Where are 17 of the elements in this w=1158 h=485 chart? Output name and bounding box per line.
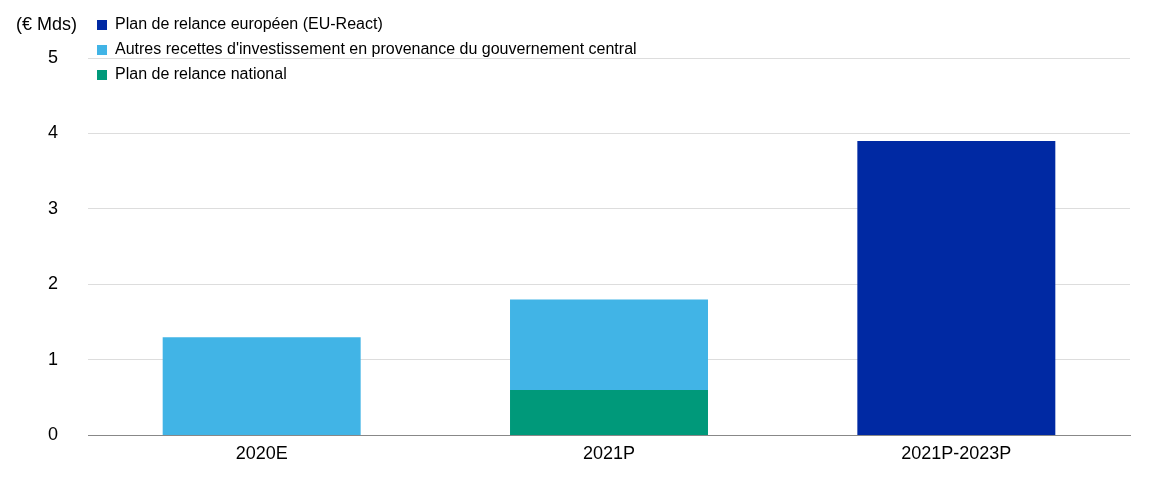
bar: [857, 141, 1056, 435]
y-tick-label: 3: [48, 197, 59, 218]
y-tick-label: 5: [48, 46, 59, 67]
x-tick-label: 2020E: [235, 443, 288, 464]
bar: [162, 337, 361, 435]
x-tick-label: 2021P-2023P: [901, 443, 1012, 464]
y-axis-title: (€ Mds): [16, 13, 78, 34]
x-tick-label: 2021P: [582, 443, 636, 464]
bar: [510, 390, 708, 435]
legend-label: Plan de relance national: [115, 65, 287, 83]
y-tick-label: 2: [48, 273, 59, 294]
legend-label: Plan de relance européen (EU-React): [115, 15, 383, 33]
y-tick-label: 4: [48, 122, 59, 143]
legend-label: Autres recettes d'investissement en provenance du gouvernement central: [115, 40, 637, 58]
y-tick-label: 0: [48, 424, 59, 445]
bar: [510, 299, 708, 391]
y-tick-label: 1: [48, 348, 59, 369]
